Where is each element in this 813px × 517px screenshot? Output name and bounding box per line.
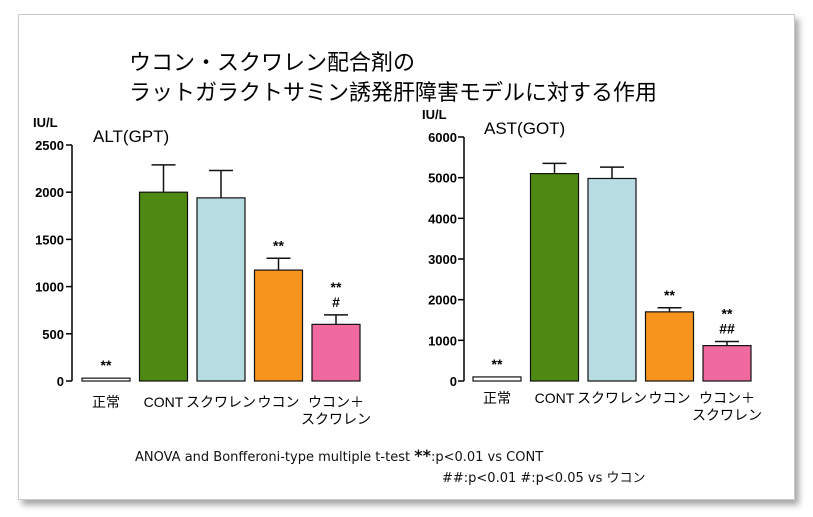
bar bbox=[81, 377, 131, 382]
bar bbox=[702, 345, 752, 382]
category-label: CONT bbox=[144, 394, 184, 410]
y-tick-label: 500 bbox=[42, 327, 64, 342]
y-tick-label: 0 bbox=[450, 374, 457, 389]
significance-label: ** bbox=[664, 287, 675, 303]
y-tick-label: 5000 bbox=[428, 171, 457, 186]
category-label: 正常 bbox=[92, 394, 120, 410]
significance-label: ** bbox=[273, 237, 284, 253]
y-tick-label: 2000 bbox=[35, 185, 64, 200]
y-tick-label: 2000 bbox=[428, 293, 457, 308]
bar bbox=[587, 177, 637, 382]
bar bbox=[529, 173, 580, 382]
title-line-2: ラットガラクトサミン誘発肝障害モデルに対する作用 bbox=[129, 81, 658, 106]
category-label: ウコン bbox=[258, 394, 300, 410]
category-label: 正常 bbox=[483, 390, 511, 406]
bar bbox=[253, 269, 304, 382]
significance-label: ** bbox=[722, 306, 733, 322]
title-line-1: ウコン・スクワレン配合剤の bbox=[129, 51, 416, 76]
significance-label: ** bbox=[492, 356, 503, 372]
category-label: ウコン＋ bbox=[308, 394, 364, 410]
y-axis-unit: IU/L bbox=[33, 115, 58, 130]
y-tick-label: 4000 bbox=[428, 211, 457, 226]
footnote-test: ANOVA and Bonfferoni-type multiple t-tes… bbox=[135, 450, 411, 465]
category-label: スクワレン bbox=[186, 394, 256, 410]
y-tick-label: 1000 bbox=[428, 333, 457, 348]
y-tick-label: 1500 bbox=[35, 232, 64, 247]
y-tick-label: 2500 bbox=[35, 138, 64, 153]
category-label: ウコン bbox=[649, 390, 691, 406]
chart-title: AST(GOT) bbox=[484, 119, 565, 138]
chart-title: ALT(GPT) bbox=[93, 127, 169, 146]
significance-label: ** bbox=[101, 357, 112, 373]
footnote-sig-text: :p<0.01 vs CONT bbox=[430, 450, 544, 465]
bar bbox=[311, 323, 361, 382]
category-label: CONT bbox=[535, 390, 575, 406]
y-tick-label: 6000 bbox=[428, 130, 457, 145]
y-axis-unit: IU/L bbox=[422, 107, 447, 122]
category-label: スクワレン bbox=[301, 411, 371, 427]
footnote-line-2: ##:p<0.01 #:p<0.05 vs ウコン bbox=[442, 471, 646, 486]
bar bbox=[138, 191, 189, 382]
bar bbox=[644, 311, 695, 382]
category-label: スクワレン bbox=[692, 407, 762, 423]
footnote-sig-mark: ** bbox=[414, 446, 431, 465]
y-tick-label: 0 bbox=[57, 374, 64, 389]
footnote-line-1: ANOVA and Bonfferoni-type multiple t-tes… bbox=[135, 446, 543, 465]
bar bbox=[472, 376, 522, 382]
category-label: ウコン＋ bbox=[699, 390, 755, 406]
y-tick-label: 1000 bbox=[35, 280, 64, 295]
category-label: スクワレン bbox=[577, 390, 647, 406]
significance-label: ## bbox=[719, 321, 735, 337]
bar bbox=[196, 197, 246, 382]
significance-label: # bbox=[332, 294, 340, 310]
y-tick-label: 3000 bbox=[428, 252, 457, 267]
significance-label: ** bbox=[331, 279, 342, 295]
